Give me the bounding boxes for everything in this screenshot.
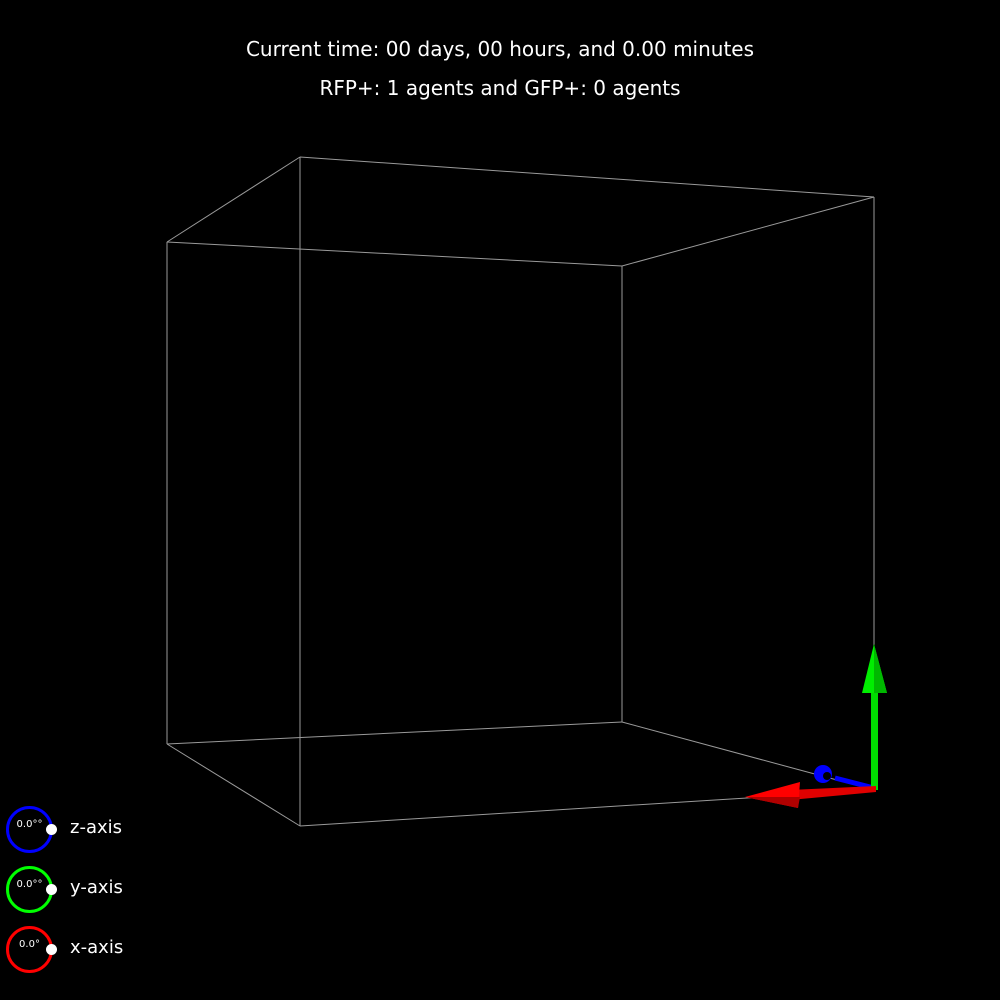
- y-axis-rotation-control: 0.0°° y-axis: [6, 866, 136, 914]
- current-time-text: Current time: 00 days, 00 hours, and 0.0…: [245, 37, 755, 61]
- z-axis-rotation-control: 0.0°° z-axis: [6, 806, 136, 854]
- agent-count-text: RFP+: 1 agents and GFP+: 0 agents: [319, 76, 681, 100]
- x-axis-arrow: [745, 782, 876, 808]
- axis-gizmo: [745, 644, 887, 808]
- box-edge: [166, 743, 301, 827]
- x-axis-rotation-handle[interactable]: [46, 944, 57, 955]
- box-edge: [166, 156, 301, 243]
- y-axis-rotation-handle[interactable]: [46, 884, 57, 895]
- bounding-box: [166, 156, 875, 827]
- z-axis-rotation-handle[interactable]: [46, 824, 57, 835]
- z-axis-label: z-axis: [70, 817, 123, 838]
- box-edge: [299, 156, 875, 198]
- x-axis-rotation-control: 0.0° x-axis: [6, 926, 136, 974]
- y-axis-arrow: [862, 644, 887, 790]
- box-edge: [621, 196, 875, 267]
- x-axis-label: x-axis: [70, 937, 124, 958]
- box-edge: [621, 721, 875, 791]
- box-edge: [166, 241, 623, 267]
- box-edge: [166, 721, 623, 745]
- y-axis-label: y-axis: [70, 877, 123, 898]
- z-axis-arrow: [814, 765, 875, 791]
